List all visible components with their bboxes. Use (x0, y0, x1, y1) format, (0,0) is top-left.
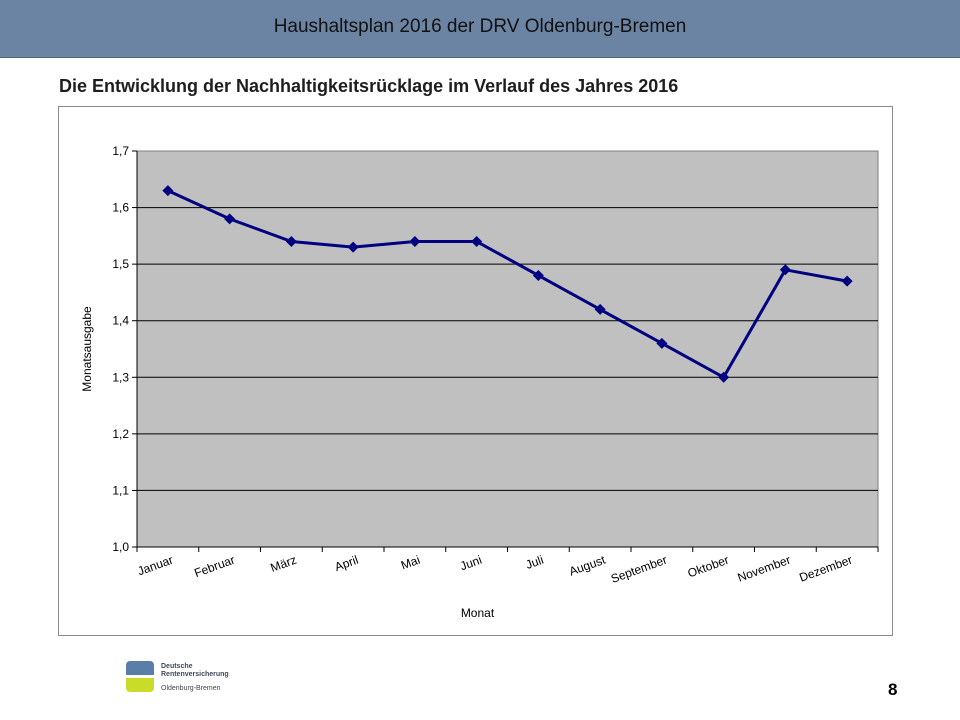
x-tick-label: Juli (524, 553, 546, 572)
x-tick-label: August (567, 552, 608, 578)
data-point (841, 275, 853, 287)
logo-text-line2: Rentenversicherung (161, 671, 229, 678)
data-point (532, 269, 544, 281)
page-number: 8 (888, 680, 898, 699)
series-line (167, 189, 848, 379)
data-point (224, 213, 236, 225)
y-tick-label: 1,7 (112, 144, 129, 158)
drv-logo: Deutsche Rentenversicherung Oldenburg-Br… (126, 661, 256, 697)
x-tick-label: September (609, 553, 669, 586)
data-point (285, 236, 297, 248)
y-tick-label: 1,3 (112, 370, 129, 384)
data-point (656, 337, 668, 349)
data-point (471, 236, 483, 248)
y-tick-label: 1,0 (112, 540, 129, 554)
x-tick-label: Juni (458, 553, 483, 574)
x-tick-label: April (333, 553, 360, 574)
x-tick-label: Dezember (797, 553, 854, 585)
y-tick-label: 1,2 (112, 427, 129, 441)
plot-area (136, 150, 879, 548)
data-point (779, 264, 791, 276)
logo-text-line3: Oldenburg-Bremen (161, 685, 221, 692)
chart-heading: Die Entwicklung der Nachhaltigkeitsrückl… (59, 76, 679, 96)
data-point (347, 241, 359, 253)
x-tick-label: Februar (192, 553, 236, 581)
header-title: Haushaltsplan 2016 der DRV Oldenburg-Bre… (273, 16, 687, 37)
data-point (594, 303, 606, 315)
x-tick-label: März (269, 553, 299, 575)
x-axis-title: Monat (461, 606, 495, 620)
y-tick-label: 1,5 (112, 257, 129, 271)
logo-blue-shape (126, 661, 154, 675)
x-tick-label: Oktober (686, 553, 731, 581)
logo-text-line1: Deutsche (161, 663, 193, 670)
y-tick-label: 1,1 (112, 483, 129, 497)
header-bar: Haushaltsplan 2016 der DRV Oldenburg-Bre… (0, 0, 960, 58)
y-axis-title: Monatsausgabe (80, 306, 94, 392)
line-chart: 1,0 1,1 1,2 1,3 1,4 1,5 1,6 1,7 Januar Februar Mär… (80, 144, 879, 620)
data-point (409, 236, 421, 248)
data-point (162, 185, 174, 197)
y-tick-label: 1,4 (112, 314, 129, 328)
chart-frame: 1,0 1,1 1,2 1,3 1,4 1,5 1,6 1,7 Januar Februar Mär… (58, 106, 893, 636)
x-tick-label: November (736, 553, 793, 585)
x-tick-label: Januar (136, 553, 175, 579)
data-point (718, 371, 730, 383)
x-tick-label: Mai (399, 553, 422, 573)
y-tick-label: 1,6 (112, 201, 129, 215)
logo-green-shape (126, 678, 154, 692)
